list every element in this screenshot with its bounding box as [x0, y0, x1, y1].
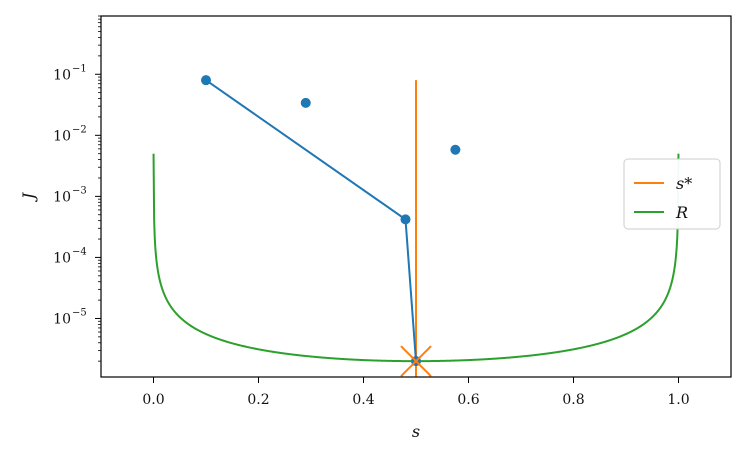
y-tick-label: 10 [53, 311, 71, 327]
x-axis-ticks: 0.0 0.2 0.4 0.6 0.8 1.0 [142, 377, 690, 408]
y-tick-label-exponent: −1 [72, 63, 87, 74]
y-tick-label: 10 [53, 67, 71, 83]
x-tick-label: 0.0 [142, 392, 164, 408]
legend-label-s-star: s* [676, 174, 692, 193]
legend: s* R [623, 158, 721, 230]
x-tick-label: 0.4 [352, 392, 374, 408]
x-tick-label: 1.0 [667, 392, 689, 408]
y-tick-label-exponent: −5 [72, 307, 87, 318]
legend-label-R: R [675, 203, 688, 222]
optimum-x-marker-stroke [400, 345, 432, 377]
iteration-path-line [205, 79, 417, 362]
y-axis-label: J [19, 191, 38, 202]
legend-label-s-star-text: s* [676, 174, 692, 193]
legend-box [623, 158, 721, 230]
x-axis-label: s [412, 422, 420, 441]
x-tick-label: 0.6 [457, 392, 479, 408]
sample-point [450, 144, 461, 155]
y-tick-label-exponent: −4 [72, 246, 87, 257]
sample-point [300, 97, 311, 108]
iteration-point [400, 214, 411, 225]
y-tick-label: 10 [53, 189, 71, 205]
y-tick-label-exponent: −2 [72, 124, 87, 135]
x-tick-label: 0.8 [562, 392, 584, 408]
y-tick-label: 10 [53, 250, 71, 266]
y-tick-label: 10 [53, 128, 71, 144]
iteration-point [201, 75, 211, 86]
y-axis-ticks: 10−510−410−310−210−1 [53, 15, 101, 362]
x-tick-label: 0.2 [247, 392, 269, 408]
y-tick-label-exponent: −3 [72, 185, 87, 196]
plot-marks [152, 75, 680, 377]
